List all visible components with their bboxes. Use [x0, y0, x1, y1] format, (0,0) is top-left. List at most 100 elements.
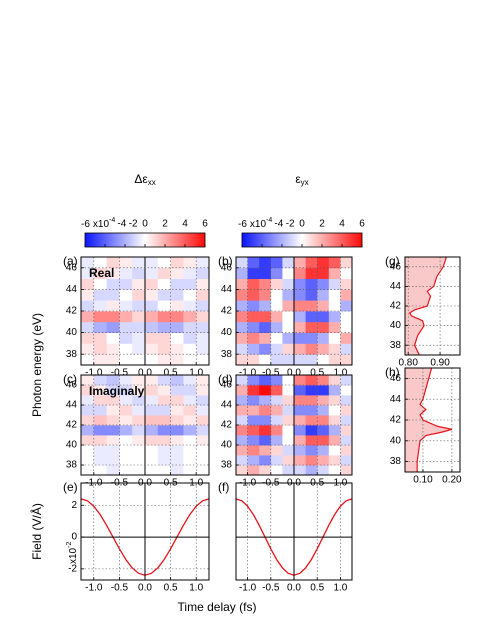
- heatmap-cell: [236, 455, 248, 466]
- heatmap-cell: [132, 375, 146, 386]
- heatmap-cell: [305, 435, 318, 446]
- heatmap-cell: [282, 465, 295, 475]
- heatmap-cell: [157, 425, 171, 436]
- heatmap-cell: [157, 455, 171, 466]
- heatmap-cell: [317, 425, 330, 436]
- heatmap-cell: [317, 435, 330, 446]
- heatmap-cell: [170, 289, 184, 301]
- heatmap-cell: [270, 321, 283, 333]
- heatmap-cell: [81, 375, 95, 386]
- x-tick-label: 0.90: [430, 358, 450, 369]
- heatmap-cell: [247, 354, 260, 365]
- tick: -6: [81, 219, 90, 230]
- heatmap-cell: [294, 289, 306, 301]
- panel-label: (g): [385, 254, 400, 268]
- heatmap-cell: [81, 445, 95, 456]
- heatmap-cell: [317, 289, 330, 301]
- heatmap-cell: [183, 289, 197, 301]
- x-tick-label: 0.0: [138, 583, 152, 594]
- heatmap-cell: [282, 300, 295, 312]
- heatmap-cell: [93, 278, 107, 290]
- heatmap-cell: [328, 343, 341, 355]
- heatmap-cell: [270, 435, 283, 446]
- heatmap-cell: [282, 455, 295, 466]
- heatmap-cell: [236, 278, 248, 290]
- heatmap-cell: [282, 415, 295, 426]
- heatmap-cell: [183, 465, 197, 475]
- heatmap-cell: [157, 289, 171, 301]
- heatmap-cell: [236, 445, 248, 456]
- heatmap-cell: [305, 465, 318, 475]
- heatmap-cell: [305, 375, 318, 386]
- x-tick-label: -1.0: [85, 368, 103, 379]
- x-tick-label: 0.5: [310, 583, 324, 594]
- heatmap-cell: [170, 465, 184, 475]
- heatmap-cell: [145, 300, 159, 312]
- heatmap-cell: [183, 332, 197, 344]
- heatmap-cell: [305, 321, 318, 333]
- heatmap-cell: [145, 395, 159, 406]
- title-sub: xx: [148, 178, 156, 187]
- heatmap-cell: [236, 267, 248, 279]
- heatmap-cell: [81, 435, 95, 446]
- heatmap-cell: [247, 321, 260, 333]
- heatmap-cell: [328, 465, 341, 475]
- plot-area: [405, 368, 453, 472]
- heatmap-cell: [196, 415, 209, 426]
- heatmap-cell: [328, 445, 341, 456]
- heatmap-cell: [106, 425, 120, 436]
- y-tick-label: 38: [66, 460, 78, 471]
- heatmap-cell: [247, 455, 260, 466]
- heatmap-cell: [328, 435, 341, 446]
- heatmap-cell: [145, 445, 159, 456]
- heatmap-cell: [196, 445, 209, 456]
- heatmap-cell: [157, 332, 171, 344]
- heatmap-cell: [259, 455, 272, 466]
- heatmap-cell: [294, 343, 306, 355]
- heatmap-cell: [305, 278, 318, 290]
- heatmap-cell: [119, 267, 133, 279]
- heatmap-cell: [340, 435, 352, 446]
- heatmap-cell: [270, 375, 283, 386]
- heatmap-cell: [294, 435, 306, 446]
- heatmap-cell: [93, 395, 107, 406]
- heatmap-cell: [106, 321, 120, 333]
- heatmap-cell: [196, 435, 209, 446]
- heatmap-cell: [259, 289, 272, 301]
- heatmap-cell: [270, 385, 283, 396]
- heatmap-cell: [157, 385, 171, 396]
- heatmap-cell: [106, 445, 120, 456]
- heatmap-cell: [282, 395, 295, 406]
- heatmap-cell: [294, 425, 306, 436]
- heatmap-cell: [247, 435, 260, 446]
- heatmap-cell: [247, 415, 260, 426]
- heatmap-cell: [145, 385, 159, 396]
- spectrum-area: [405, 368, 452, 472]
- heatmap-cell: [119, 425, 133, 436]
- heatmap-cell: [270, 465, 283, 475]
- heatmap-cell: [236, 435, 248, 446]
- frame: [80, 482, 210, 581]
- panel-label: (d): [218, 372, 233, 386]
- heatmap-cell: [294, 465, 306, 475]
- heatmap-cell: [259, 311, 272, 323]
- heatmap-cell: [119, 257, 133, 269]
- heatmap-cell: [196, 465, 209, 475]
- heatmap-cell: [317, 385, 330, 396]
- heatmap-cell: [145, 257, 159, 269]
- panel: 0.80 0.90 38 40 42 44 46(g): [385, 254, 461, 369]
- heatmap-cell: [328, 425, 341, 436]
- heatmap-cell: [132, 300, 146, 312]
- heatmap-cell: [170, 321, 184, 333]
- heatmap-cell: [81, 415, 95, 426]
- exponent: -4: [109, 217, 115, 224]
- heatmap-cell: [106, 300, 120, 312]
- heatmap-cell: [132, 425, 146, 436]
- heatmap-cell: [106, 385, 120, 396]
- colorbar-tick-label: 2: [319, 219, 325, 230]
- heatmap-cell: [340, 267, 352, 279]
- heatmap-cell: [157, 445, 171, 456]
- heatmap-cell: [294, 300, 306, 312]
